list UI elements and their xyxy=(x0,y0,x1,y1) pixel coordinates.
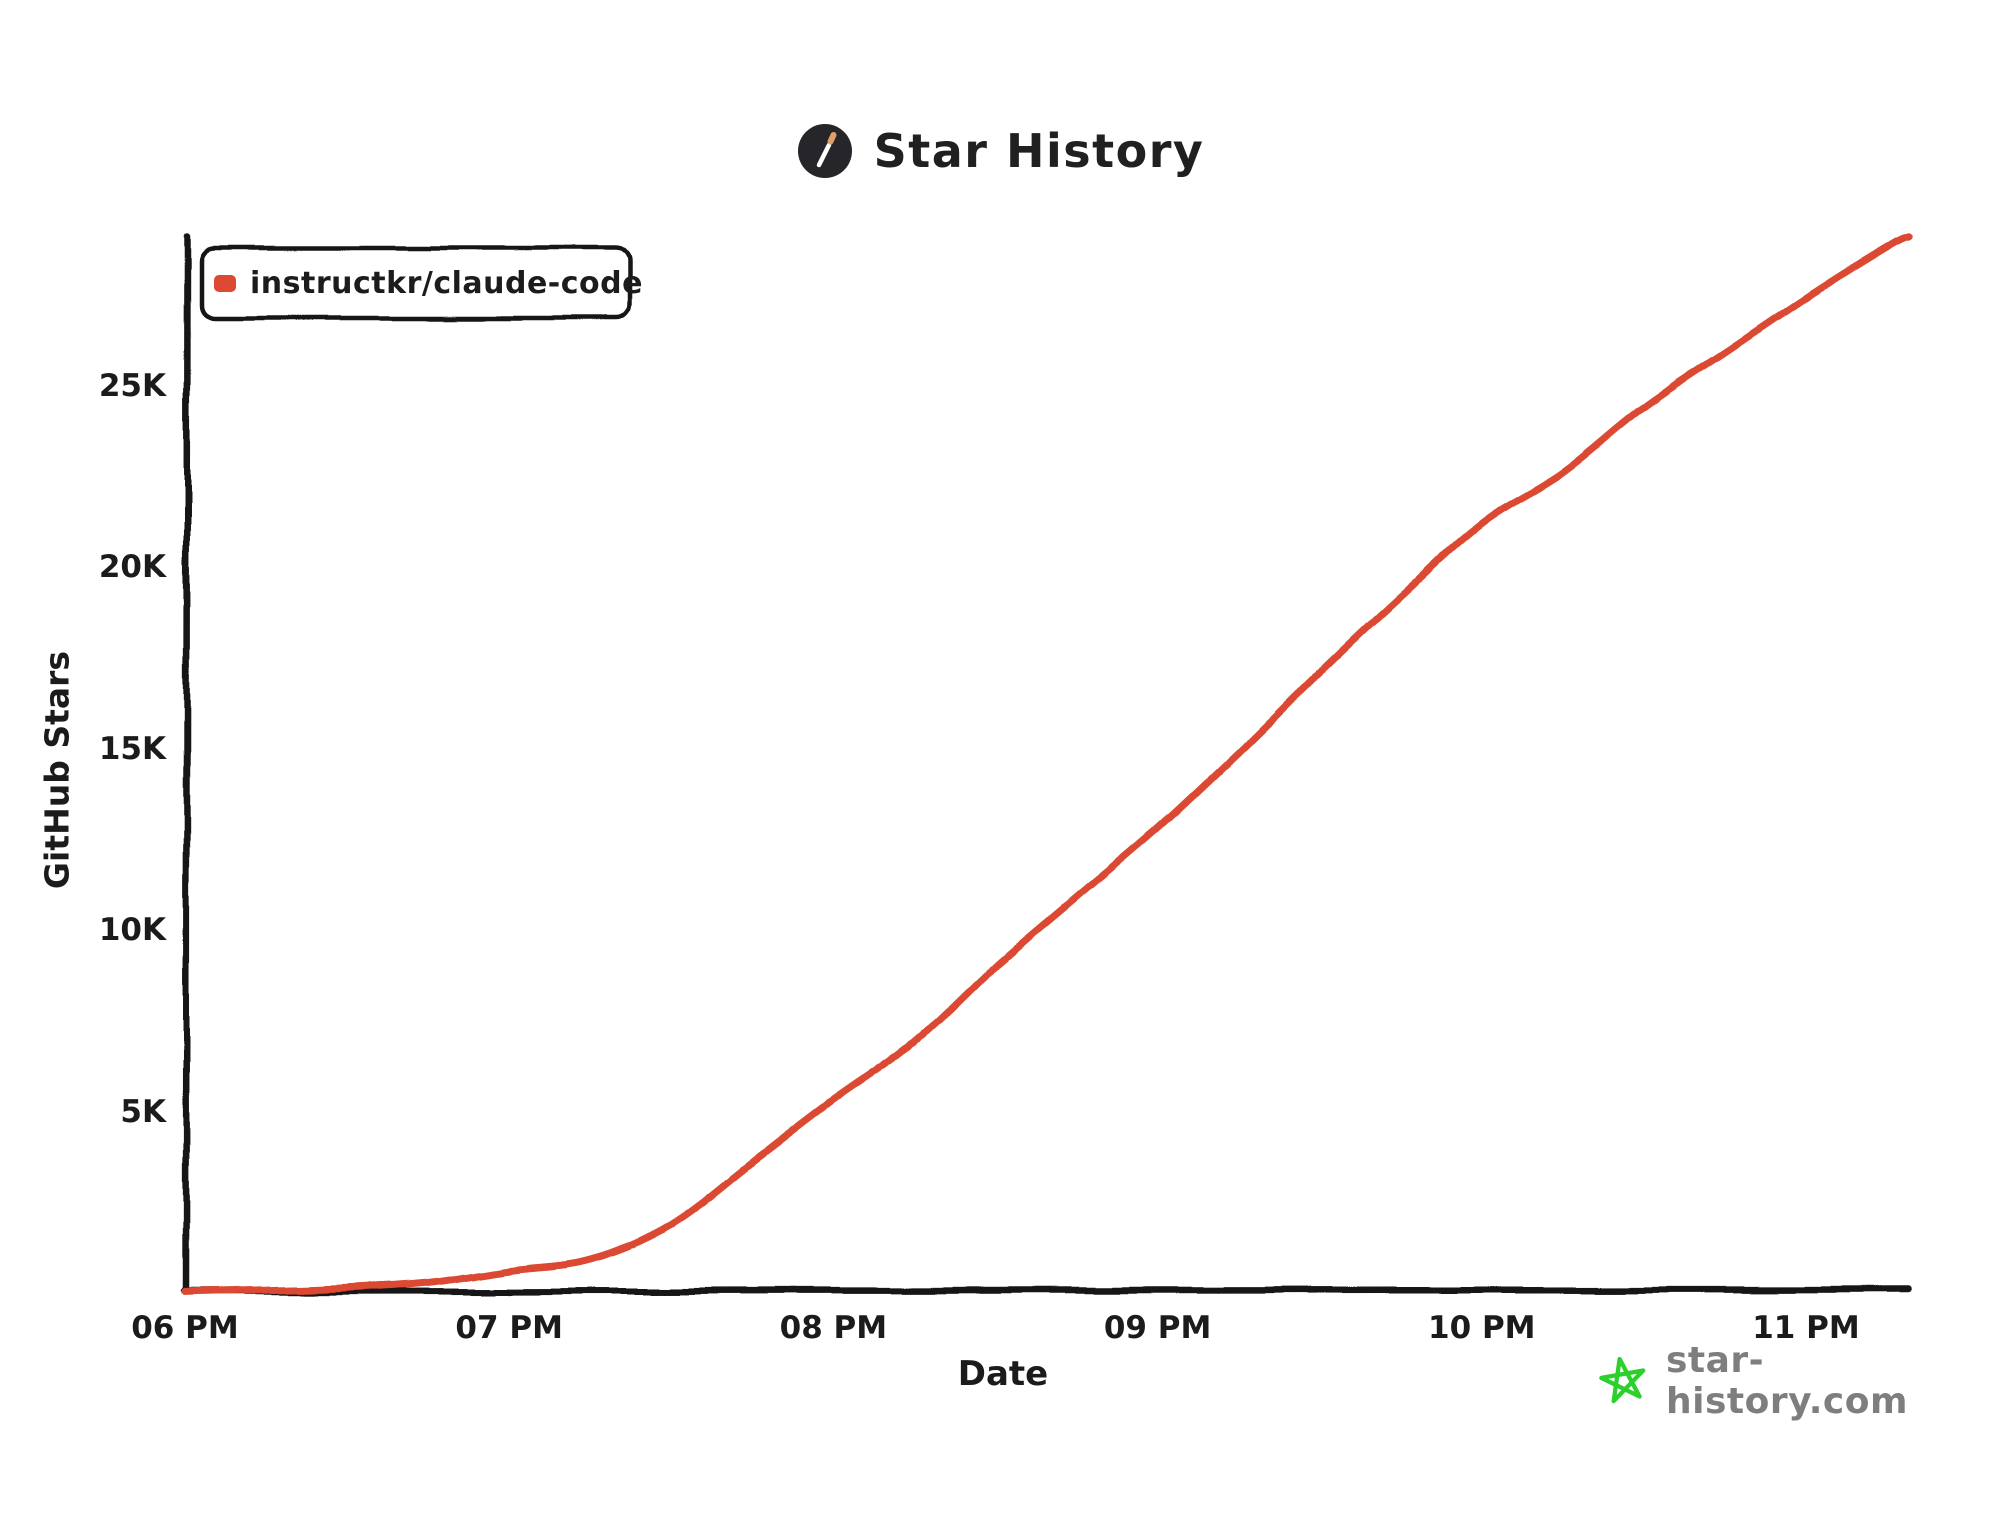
y-tick-label: 25K xyxy=(98,367,166,404)
page-title: Star History xyxy=(873,124,1205,178)
x-tick-label: 07 PM xyxy=(455,1310,563,1346)
legend-series-label: instructkr/claude-code xyxy=(250,265,643,301)
star-history-logo-icon xyxy=(797,124,852,178)
legend-box xyxy=(198,245,632,321)
y-tick-label: 5K xyxy=(120,1093,166,1130)
legend: instructkr/claude-code xyxy=(214,265,643,301)
x-axis-title: Date xyxy=(957,1354,1049,1394)
y-tick-label: 15K xyxy=(98,730,166,767)
x-tick-label: 11 PM xyxy=(1752,1310,1860,1346)
header: Star History xyxy=(0,122,2000,180)
y-axis-title: GitHub Stars xyxy=(37,650,77,890)
x-tick-label: 06 PM xyxy=(131,1310,239,1346)
watermark: star-history.com xyxy=(1596,1340,2000,1422)
star-history-watermark-icon xyxy=(1599,1356,1646,1404)
y-tick-label: 10K xyxy=(98,912,166,948)
watermark-text: star-history.com xyxy=(1665,1340,1908,1422)
x-tick-label: 10 PM xyxy=(1428,1310,1536,1346)
x-axis-line xyxy=(180,1286,1912,1295)
legend-marker xyxy=(214,274,236,292)
x-tick-label: 08 PM xyxy=(779,1310,888,1346)
x-tick-label: 09 PM xyxy=(1103,1310,1212,1346)
y-tick-label: 20K xyxy=(98,549,166,585)
series-line xyxy=(181,233,1913,1296)
y-axis-line xyxy=(182,232,191,1296)
